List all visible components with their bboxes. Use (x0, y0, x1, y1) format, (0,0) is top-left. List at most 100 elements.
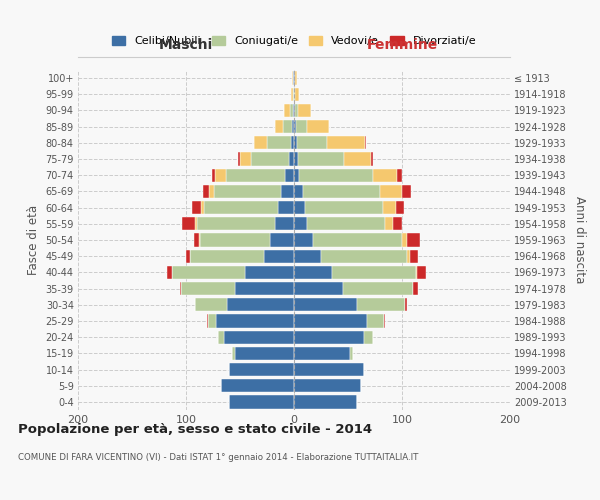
Text: COMUNE DI FARA VICENTINO (VI) - Dati ISTAT 1° gennaio 2014 - Elaborazione TUTTAI: COMUNE DI FARA VICENTINO (VI) - Dati IST… (18, 452, 418, 462)
Legend: Celibi/Nubili, Coniugati/e, Vedovi/e, Divorziati/e: Celibi/Nubili, Coniugati/e, Vedovi/e, Di… (107, 32, 481, 50)
Bar (245, 266, 294, 279)
Bar (313, 234, 402, 246)
Bar (343, 282, 413, 295)
Bar (371, 152, 373, 166)
Bar (194, 234, 199, 246)
Bar (383, 201, 395, 214)
Bar (190, 250, 264, 263)
Bar (294, 396, 356, 408)
Bar (232, 346, 235, 360)
Bar (229, 363, 294, 376)
Bar (221, 379, 294, 392)
Bar (264, 250, 294, 263)
Bar (373, 168, 397, 182)
Bar (216, 314, 294, 328)
Bar (295, 88, 299, 101)
Bar (206, 314, 208, 328)
Bar (294, 266, 332, 279)
Bar (197, 217, 275, 230)
Bar (405, 298, 407, 312)
Bar (321, 250, 407, 263)
Bar (416, 266, 417, 279)
Bar (267, 136, 291, 149)
Bar (229, 396, 294, 408)
Bar (182, 217, 194, 230)
Bar (291, 88, 293, 101)
Bar (417, 266, 426, 279)
Bar (294, 330, 364, 344)
Bar (294, 201, 305, 214)
Bar (367, 314, 383, 328)
Bar (275, 217, 294, 230)
Bar (413, 282, 418, 295)
Bar (294, 152, 298, 166)
Bar (294, 88, 295, 101)
Bar (238, 152, 240, 166)
Bar (289, 152, 294, 166)
Bar (294, 379, 361, 392)
Bar (294, 72, 295, 85)
Bar (172, 266, 245, 279)
Bar (299, 168, 373, 182)
Bar (407, 250, 410, 263)
Bar (332, 266, 416, 279)
Bar (385, 217, 394, 230)
Bar (294, 346, 350, 360)
Bar (364, 330, 373, 344)
Bar (305, 201, 383, 214)
Bar (295, 104, 298, 117)
Bar (224, 330, 294, 344)
Bar (290, 104, 293, 117)
Bar (293, 88, 294, 101)
Bar (240, 152, 251, 166)
Bar (275, 120, 283, 134)
Bar (302, 185, 380, 198)
Bar (402, 234, 407, 246)
Bar (294, 136, 297, 149)
Bar (214, 185, 281, 198)
Bar (292, 120, 294, 134)
Bar (365, 136, 367, 149)
Bar (208, 314, 216, 328)
Bar (284, 104, 290, 117)
Bar (283, 120, 292, 134)
Bar (281, 185, 294, 198)
Bar (307, 217, 385, 230)
Bar (295, 72, 297, 85)
Bar (294, 185, 302, 198)
Bar (294, 217, 307, 230)
Bar (294, 298, 356, 312)
Bar (294, 120, 296, 134)
Bar (294, 250, 321, 263)
Bar (383, 314, 385, 328)
Bar (407, 234, 421, 246)
Bar (294, 104, 295, 117)
Bar (296, 120, 307, 134)
Bar (235, 282, 294, 295)
Bar (205, 201, 278, 214)
Bar (270, 234, 294, 246)
Bar (298, 152, 344, 166)
Bar (226, 168, 286, 182)
Bar (194, 217, 197, 230)
Bar (294, 282, 343, 295)
Bar (298, 104, 311, 117)
Bar (209, 185, 214, 198)
Bar (294, 314, 367, 328)
Bar (194, 298, 227, 312)
Bar (293, 104, 294, 117)
Y-axis label: Anni di nascita: Anni di nascita (574, 196, 586, 284)
Bar (402, 185, 410, 198)
Bar (297, 136, 328, 149)
Bar (193, 201, 201, 214)
Bar (181, 282, 235, 295)
Bar (215, 168, 226, 182)
Text: Maschi: Maschi (159, 38, 213, 52)
Text: Femmine: Femmine (367, 38, 437, 52)
Bar (294, 234, 313, 246)
Bar (307, 120, 329, 134)
Bar (294, 168, 299, 182)
Bar (203, 185, 209, 198)
Bar (293, 72, 294, 85)
Bar (291, 136, 294, 149)
